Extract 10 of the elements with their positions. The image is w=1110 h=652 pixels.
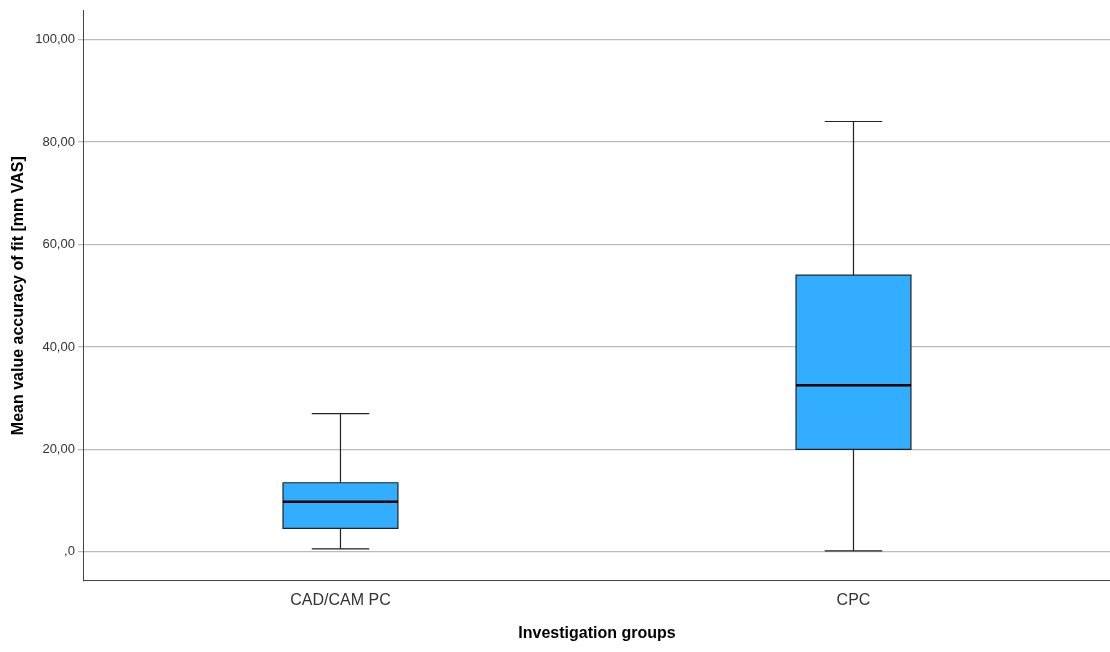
y-axis-title: Mean value accuracy of fit [mm VAS] (9, 156, 27, 436)
x-tick-label: CPC (836, 590, 871, 608)
y-tick-label: 40,00 (42, 338, 75, 354)
x-axis-title: Investigation groups (518, 623, 676, 641)
y-tick-label: 100,00 (35, 31, 75, 47)
y-tick-label: 20,00 (42, 441, 75, 456)
y-tick-label: ,0 (64, 543, 75, 559)
x-tick-label: CAD/CAM PC (290, 590, 391, 608)
y-tick-label: 60,00 (42, 236, 75, 252)
y-tick-label: 80,00 (42, 133, 75, 149)
